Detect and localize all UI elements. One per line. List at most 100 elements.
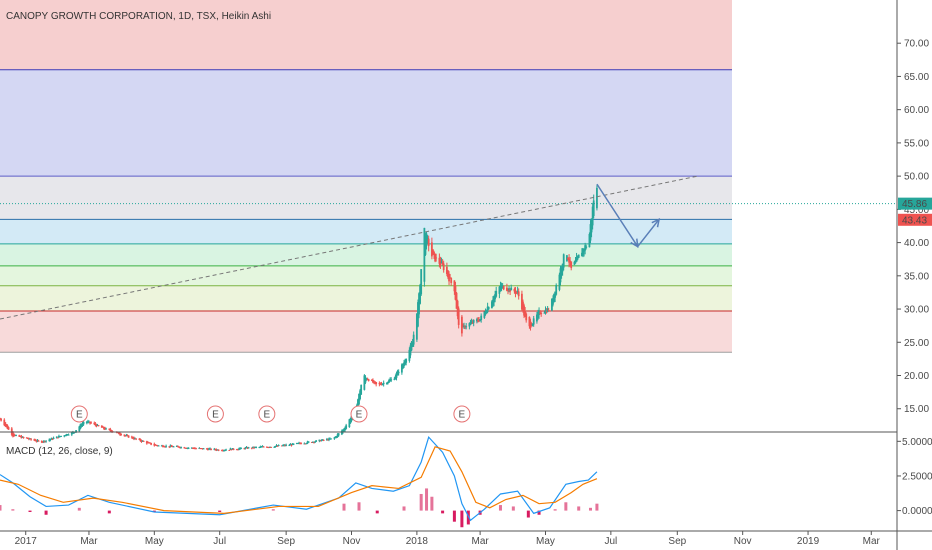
price-tick-label: 30.00 xyxy=(904,305,929,316)
macd-histogram-bar xyxy=(595,503,599,511)
candle-body xyxy=(160,445,163,447)
macd-line xyxy=(0,435,598,522)
candle-body xyxy=(342,429,344,433)
candle-body xyxy=(3,419,6,426)
candle-body xyxy=(170,446,173,448)
candle-body xyxy=(310,442,313,444)
candle-body xyxy=(539,312,542,314)
candle-body xyxy=(390,379,393,381)
candle-body xyxy=(179,446,181,449)
candle-body xyxy=(225,449,228,451)
candle-body xyxy=(243,448,246,450)
candle-body xyxy=(252,446,254,448)
candle-body xyxy=(26,437,29,440)
candle-body xyxy=(101,426,104,428)
candle-body xyxy=(126,435,129,437)
macd-histogram-bar xyxy=(0,505,2,511)
candle-body xyxy=(523,305,525,316)
candle-body xyxy=(150,442,153,445)
candle-body xyxy=(295,442,298,444)
candle-body xyxy=(387,381,389,384)
candle-body xyxy=(514,290,517,294)
candle-body xyxy=(329,438,331,440)
macd-histogram-bar xyxy=(28,510,32,512)
candle-body xyxy=(525,313,528,321)
candle-body xyxy=(55,436,58,439)
candle-body xyxy=(569,260,572,263)
candle-body xyxy=(20,436,23,439)
price-tick-label: 55.00 xyxy=(904,138,929,149)
candle-body xyxy=(328,438,330,440)
candle-body xyxy=(262,446,265,448)
candle-body xyxy=(5,424,8,427)
candle-body xyxy=(365,378,368,380)
candle-body xyxy=(546,308,549,312)
candle-body xyxy=(303,443,306,445)
candle-body xyxy=(15,435,17,437)
candle-body xyxy=(561,263,564,272)
candle-body xyxy=(364,376,367,383)
drawings xyxy=(0,175,698,320)
candle-body xyxy=(140,440,143,442)
macd-histogram-bar xyxy=(218,510,222,512)
candle-body xyxy=(357,399,359,410)
candle-body xyxy=(529,321,532,328)
candle-body xyxy=(154,444,157,446)
candle-body xyxy=(230,449,233,451)
candle-body xyxy=(336,434,339,437)
candle-body xyxy=(408,349,411,361)
candle-body xyxy=(21,436,24,438)
candle-body xyxy=(289,444,292,446)
candle-body xyxy=(284,445,286,447)
candle-body xyxy=(528,316,531,327)
candle-body xyxy=(486,306,489,313)
candle-body xyxy=(124,435,127,437)
candle-body xyxy=(537,311,539,318)
candle-body xyxy=(547,310,550,312)
candle-body xyxy=(207,448,209,451)
candle-body xyxy=(282,445,284,447)
candle-body xyxy=(116,432,119,434)
time-tick-label: 2017 xyxy=(15,536,38,547)
candle-body xyxy=(393,378,396,380)
candle-body xyxy=(472,319,475,323)
candle-body xyxy=(224,450,226,452)
candle-body xyxy=(457,308,460,325)
candle-body xyxy=(479,319,482,321)
candle-body xyxy=(517,291,520,297)
candle-body xyxy=(11,431,14,437)
candle-body xyxy=(13,433,15,437)
candle-body xyxy=(285,444,288,446)
candle-body xyxy=(545,311,548,313)
horizontal-levels xyxy=(0,69,897,353)
candle-body xyxy=(255,446,258,448)
macd-histogram-bar xyxy=(342,503,346,511)
candle-body xyxy=(95,424,98,427)
candle-body xyxy=(405,359,408,363)
candle-body xyxy=(385,383,388,385)
price-tick-label: 60.00 xyxy=(904,105,929,116)
candle-body xyxy=(475,319,478,322)
macd-histogram-bar xyxy=(441,510,445,514)
candle-body xyxy=(71,431,74,434)
candle-body xyxy=(494,294,497,300)
candle-body xyxy=(232,448,235,450)
candle-body xyxy=(543,312,546,314)
candle-body xyxy=(560,267,563,276)
candle-body xyxy=(477,320,479,322)
candle-body xyxy=(327,439,329,441)
price-tick-label: 70.00 xyxy=(904,39,929,50)
time-tick-label: May xyxy=(536,536,555,547)
candle-body xyxy=(153,443,156,446)
candle-body xyxy=(109,429,112,431)
candle-body xyxy=(214,449,217,451)
candle-body xyxy=(290,444,293,446)
candle-body xyxy=(7,427,10,430)
candle-body xyxy=(202,448,205,450)
candle-body xyxy=(325,439,328,441)
candle-body xyxy=(363,375,366,390)
candle-body xyxy=(209,448,211,450)
